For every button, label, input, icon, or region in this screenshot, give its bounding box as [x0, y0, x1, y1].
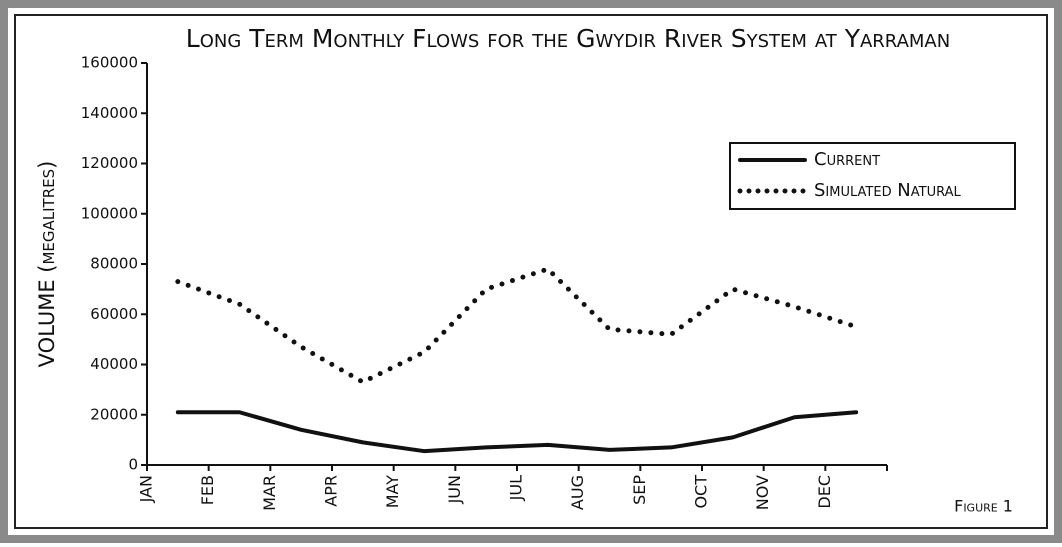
x-tick-label: JUL	[507, 475, 526, 501]
chart-title: Long Term Monthly Flows for the Gwydir R…	[186, 24, 950, 53]
y-tick-label: 120000	[81, 154, 138, 172]
y-tick-label: 0	[128, 456, 138, 474]
legend-box	[729, 142, 1016, 210]
y-tick-label: 80000	[90, 255, 138, 273]
x-tick-label: SEP	[630, 475, 649, 505]
x-tick-label: FEB	[198, 475, 217, 505]
y-tick-label: 40000	[90, 355, 138, 373]
y-tick-label: 100000	[81, 204, 138, 222]
x-tick-label: DEC	[815, 475, 834, 509]
y-tick-label: 140000	[81, 104, 138, 122]
x-tick-label: OCT	[692, 475, 711, 509]
series-line	[175, 410, 859, 454]
y-tick-label: 60000	[90, 305, 138, 323]
x-tick-label: AUG	[568, 475, 587, 510]
x-tick-label: JAN	[137, 475, 156, 503]
x-tick-label: NOV	[753, 475, 772, 510]
x-tick-label: MAR	[260, 475, 279, 511]
legend-label: Current	[814, 149, 880, 170]
panel	[8, 8, 1054, 535]
x-tick-label: JUN	[445, 475, 464, 504]
figure-label: Figure 1	[954, 497, 1013, 516]
inner-border	[14, 14, 1048, 529]
legend-label: Simulated Natural	[814, 180, 962, 201]
x-tick-label: APR	[322, 475, 341, 507]
y-tick-label: 20000	[90, 405, 138, 423]
y-axis-label: VOLUME (megalitres)	[35, 161, 59, 368]
y-tick-label: 160000	[81, 54, 138, 72]
x-tick-label: MAY	[383, 475, 402, 509]
